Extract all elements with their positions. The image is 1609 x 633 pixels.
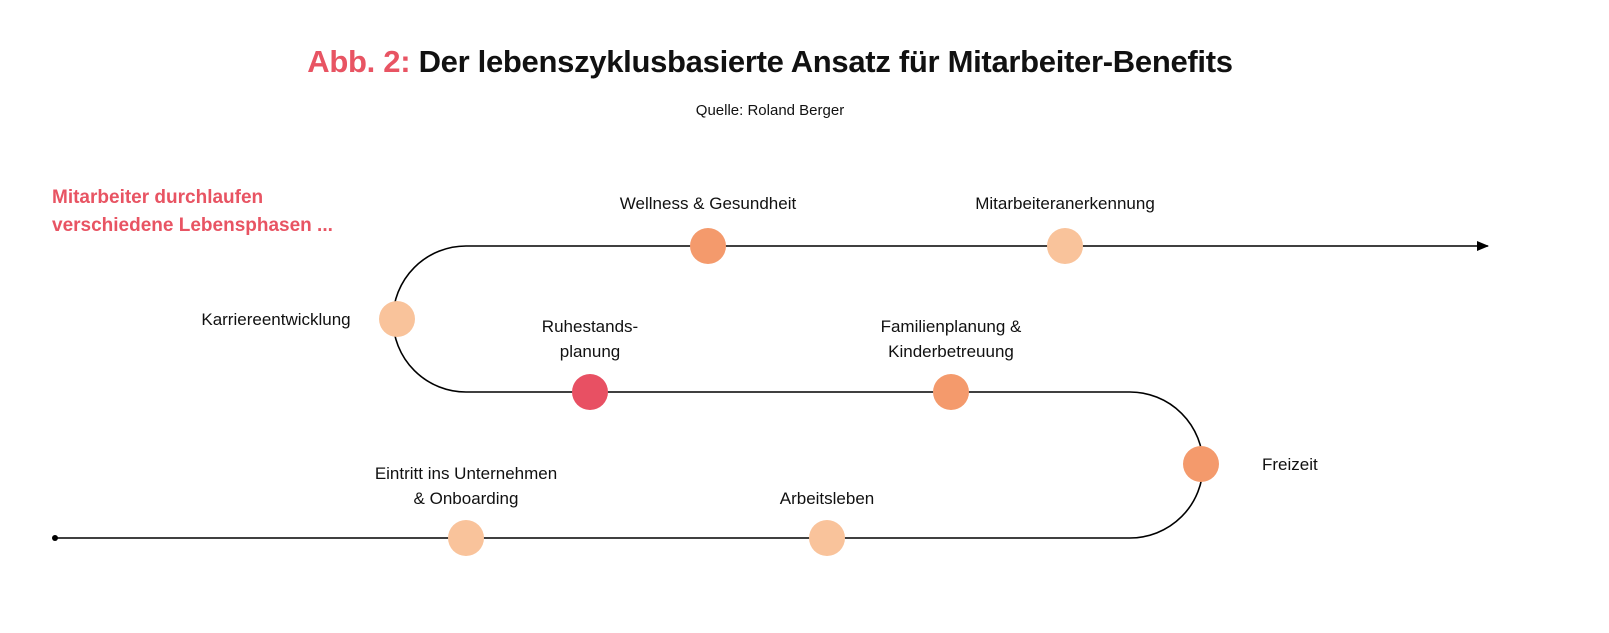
source-note: Quelle: Roland Berger xyxy=(695,102,845,119)
stage-label: Ruhestands-planung xyxy=(541,317,639,361)
stage-marker xyxy=(448,520,484,556)
stage-marker xyxy=(379,301,415,337)
intro-text: Mitarbeiter durchlaufen verschiedene Lebe… xyxy=(52,187,333,236)
path-line xyxy=(55,241,1489,539)
stage-label: Mitarbeiteranerkennung xyxy=(975,194,1155,213)
stage-label: Karriereentwicklung xyxy=(201,310,351,329)
stage-label: Wellness & Gesundheit xyxy=(619,194,797,213)
stage-marker xyxy=(690,228,726,264)
stage-marker xyxy=(933,374,969,410)
figure-title: Abb. 2: Der lebenszyklusbasierte Ansatz … xyxy=(307,44,1233,79)
stage-label: Eintritt ins Unternehmen & Onboarding xyxy=(374,464,558,508)
stage-marker xyxy=(809,520,845,556)
stage-marker xyxy=(1047,228,1083,264)
stage-marker xyxy=(572,374,608,410)
stage-label: Familienplanung & Kinderbetreuung xyxy=(880,317,1022,361)
stage-marker xyxy=(1183,446,1219,482)
stage-label: Freizeit xyxy=(1262,455,1318,474)
stage-label: Arbeitsleben xyxy=(779,489,875,508)
